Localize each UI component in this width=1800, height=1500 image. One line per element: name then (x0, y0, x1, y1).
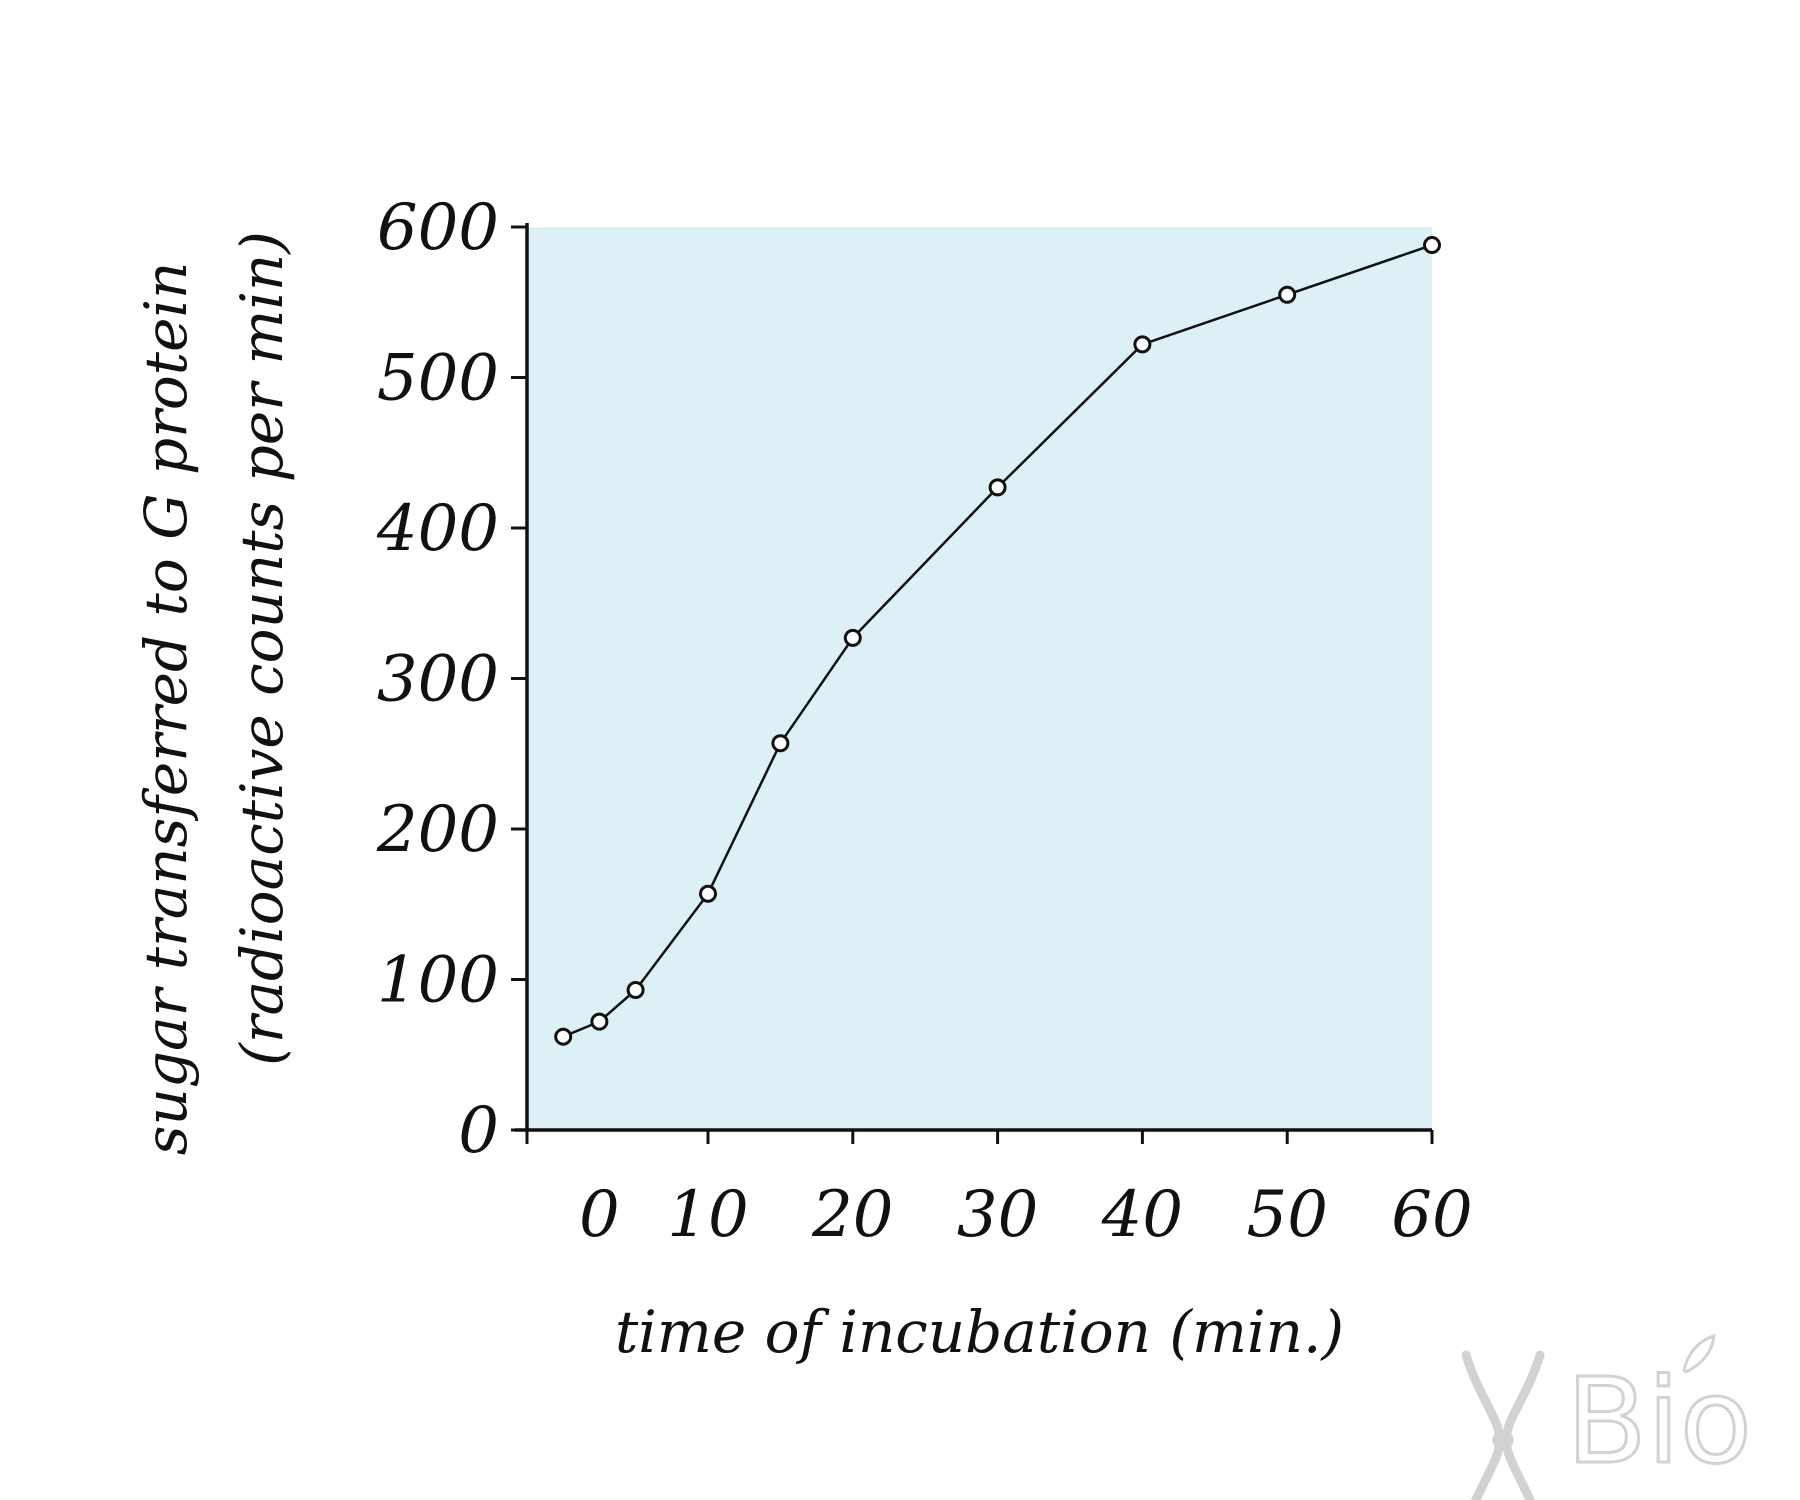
chromosome-icon (1461, 1350, 1545, 1500)
y-tick-label: 600 (377, 191, 499, 265)
data-points (554, 236, 1441, 1046)
xbio-logo: Bio (1461, 1333, 1753, 1500)
data-point (699, 884, 717, 903)
data-point (590, 1012, 609, 1031)
data-point (843, 628, 862, 647)
data-point (1423, 236, 1441, 255)
x-tick-label: 30 (957, 1178, 1038, 1252)
x-tick-label: 10 (667, 1178, 748, 1252)
y-tick-label: 0 (458, 1094, 499, 1168)
data-point (1278, 285, 1297, 304)
y-tick-label: 400 (376, 492, 499, 566)
data-point (554, 1027, 573, 1046)
x-tick-label: 50 (1246, 1178, 1327, 1252)
leaf-icon (1682, 1333, 1716, 1374)
y-axis-label-line2: (radioactive counts per min) (228, 231, 296, 1066)
y-tick-label: 300 (377, 643, 499, 717)
x-tick-label: 40 (1101, 1178, 1183, 1252)
watermark-wordmark: Bio (1566, 1352, 1752, 1490)
axes: 0 100 200 300 400 500 600 0 10 20 30 40 50 60 (376, 191, 1473, 1252)
x-tick-label: 20 (811, 1178, 893, 1252)
y-axis-label-line1: sugar transferred to G protein (132, 262, 200, 1156)
x-tick-label: 60 (1391, 1178, 1472, 1252)
data-point (1133, 335, 1152, 354)
y-tick-label: 100 (377, 944, 499, 1018)
data-point (771, 734, 790, 753)
series-line (562, 243, 1433, 1038)
y-tick-label: 200 (376, 793, 499, 867)
x-tick-label: 0 (579, 1178, 620, 1252)
x-ticks: 0 10 20 30 40 50 60 (525, 1130, 1473, 1252)
plot-area (527, 227, 1432, 1130)
x-axis-label: time of incubation (min.) (615, 1298, 1344, 1366)
y-tick-label: 500 (377, 342, 499, 416)
data-point (626, 981, 645, 1000)
y-ticks: 0 100 200 300 400 500 600 (376, 191, 527, 1168)
data-point (988, 478, 1007, 497)
series-layer (554, 236, 1441, 1046)
